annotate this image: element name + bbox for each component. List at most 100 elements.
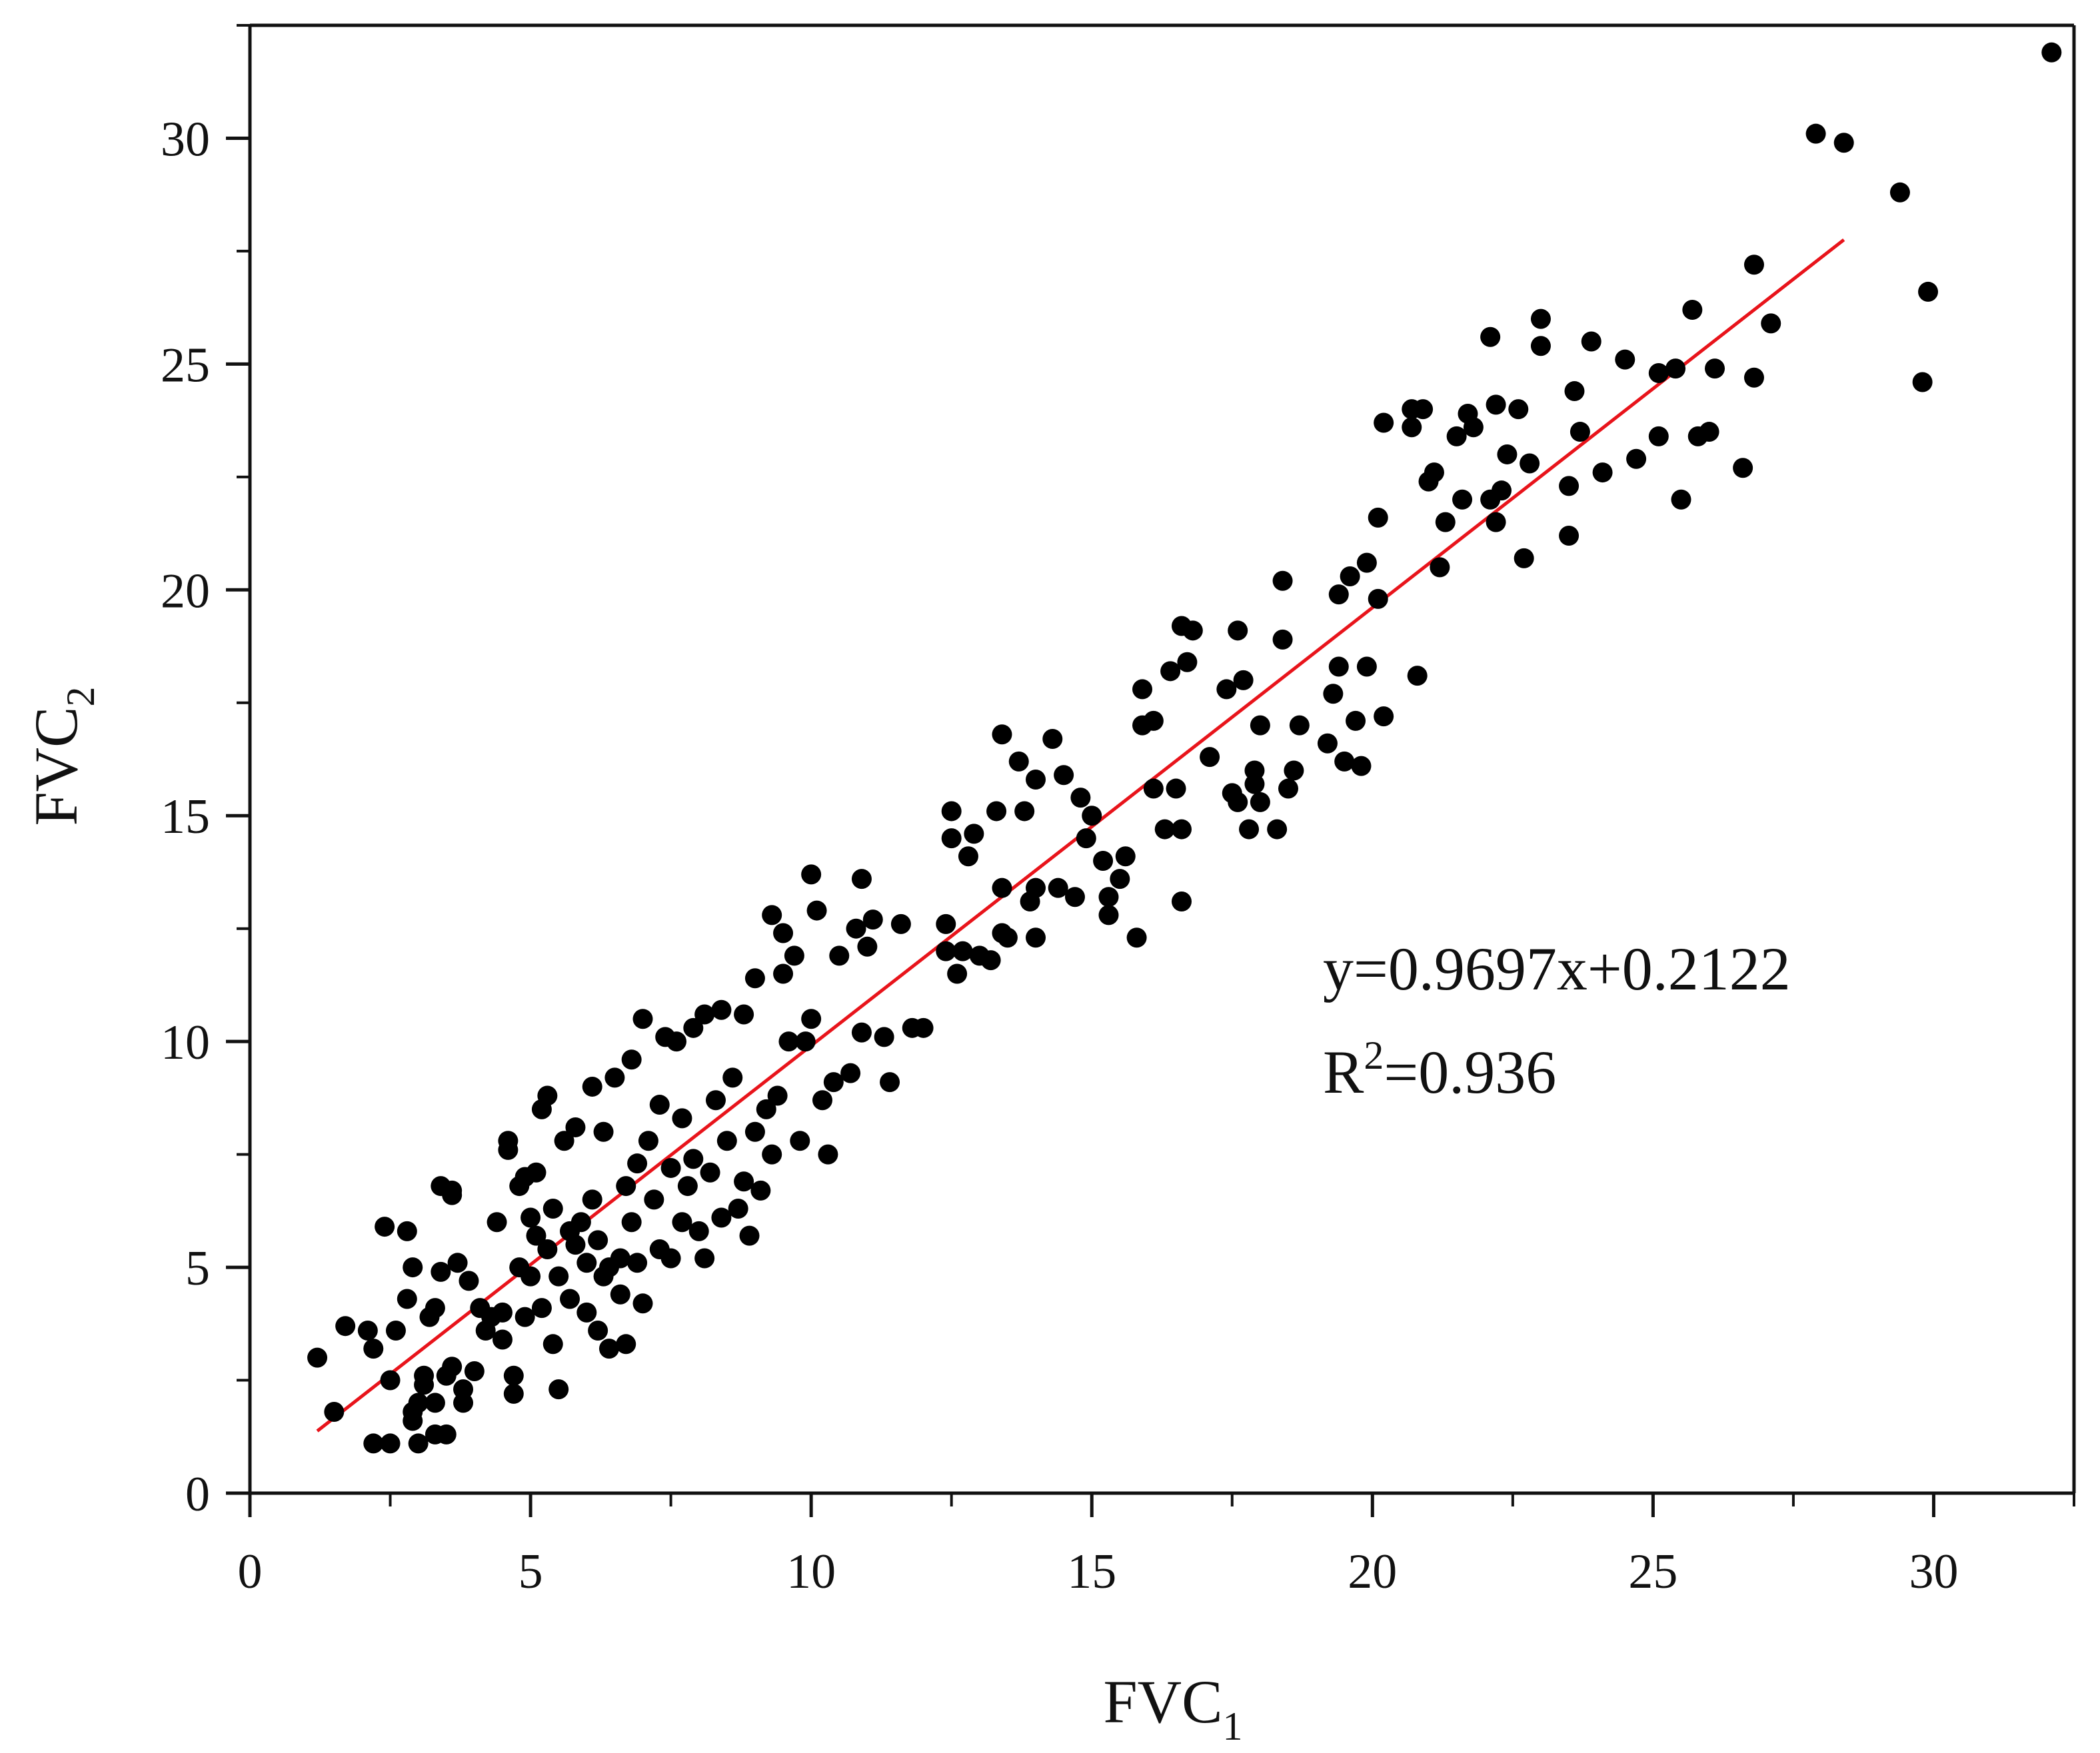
data-point bbox=[1559, 476, 1579, 496]
data-point bbox=[363, 1339, 384, 1359]
data-point bbox=[565, 1117, 586, 1137]
data-point bbox=[986, 801, 1007, 822]
data-point bbox=[632, 1009, 653, 1029]
data-point bbox=[1250, 792, 1270, 812]
data-point bbox=[464, 1361, 485, 1381]
y-tick-label: 10 bbox=[161, 1015, 210, 1070]
data-point bbox=[694, 1004, 715, 1025]
data-point bbox=[487, 1212, 507, 1233]
data-point bbox=[1463, 417, 1484, 438]
data-point bbox=[688, 1221, 709, 1241]
data-point bbox=[1743, 367, 1764, 388]
data-point bbox=[728, 1198, 748, 1219]
data-point bbox=[1435, 512, 1456, 532]
data-point bbox=[521, 1266, 541, 1287]
x-tick-label: 0 bbox=[238, 1544, 263, 1599]
data-point bbox=[1143, 778, 1164, 799]
data-point bbox=[521, 1207, 541, 1228]
data-point bbox=[952, 941, 973, 961]
data-point bbox=[1497, 444, 1518, 464]
data-point bbox=[431, 1261, 451, 1282]
data-point bbox=[638, 1131, 658, 1151]
data-point bbox=[1682, 300, 1703, 320]
data-point bbox=[1356, 656, 1377, 677]
data-point bbox=[941, 828, 962, 849]
data-point bbox=[823, 1072, 844, 1093]
data-point bbox=[762, 905, 782, 925]
data-point bbox=[1430, 557, 1450, 578]
data-point bbox=[846, 918, 866, 939]
data-point bbox=[375, 1217, 395, 1237]
data-point bbox=[941, 801, 962, 822]
data-point bbox=[1054, 765, 1074, 786]
r-squared-prefix: R bbox=[1323, 1038, 1364, 1106]
data-point bbox=[801, 1009, 822, 1029]
data-point bbox=[1110, 869, 1130, 889]
data-point bbox=[1171, 891, 1192, 912]
data-point bbox=[363, 1433, 384, 1454]
data-point bbox=[442, 1357, 463, 1377]
data-point bbox=[958, 846, 978, 867]
data-point bbox=[773, 923, 794, 943]
data-point bbox=[1530, 308, 1551, 329]
x-tick-label: 10 bbox=[786, 1544, 836, 1599]
data-point bbox=[1368, 588, 1388, 609]
data-point bbox=[403, 1411, 423, 1431]
data-point bbox=[880, 1072, 900, 1093]
r-squared-superscript: 2 bbox=[1364, 1033, 1384, 1077]
data-point bbox=[616, 1334, 636, 1355]
data-point bbox=[1413, 399, 1434, 420]
regression-equation: y=0.9697x+0.2122 bbox=[1323, 935, 1791, 1003]
points-group bbox=[307, 42, 2062, 1454]
data-point bbox=[1166, 778, 1186, 799]
y-tick-label: 30 bbox=[161, 112, 210, 167]
data-point bbox=[1228, 620, 1248, 641]
data-point bbox=[1082, 806, 1102, 826]
data-point bbox=[1570, 422, 1590, 442]
y-tick-label: 0 bbox=[185, 1467, 210, 1522]
data-point bbox=[683, 1149, 704, 1169]
data-point bbox=[874, 1027, 894, 1047]
data-point bbox=[1581, 331, 1601, 352]
data-point bbox=[526, 1162, 546, 1183]
data-point bbox=[1374, 706, 1394, 727]
data-point bbox=[537, 1085, 558, 1106]
data-point bbox=[1424, 462, 1444, 483]
data-point bbox=[644, 1189, 664, 1210]
data-point bbox=[1665, 358, 1686, 379]
data-point bbox=[610, 1284, 630, 1305]
data-point bbox=[1480, 326, 1501, 347]
data-point bbox=[660, 1248, 681, 1269]
data-point bbox=[588, 1230, 608, 1251]
y-tick-label: 25 bbox=[161, 338, 210, 392]
data-point bbox=[851, 869, 872, 889]
data-point bbox=[1351, 756, 1372, 776]
data-point bbox=[593, 1121, 614, 1142]
data-point bbox=[683, 1017, 704, 1038]
data-point bbox=[1070, 788, 1091, 808]
data-point bbox=[812, 1090, 832, 1111]
data-point bbox=[1132, 679, 1153, 700]
x-axis-label-subscript: 1 bbox=[1222, 1704, 1242, 1748]
data-point bbox=[1026, 877, 1046, 898]
data-point bbox=[1833, 133, 1854, 153]
data-point bbox=[1671, 489, 1691, 510]
data-point bbox=[1912, 372, 1933, 392]
r-squared-annotation: R2=0.936 bbox=[1323, 1033, 1556, 1106]
data-point bbox=[744, 968, 765, 989]
data-point bbox=[576, 1253, 597, 1273]
data-point bbox=[1171, 819, 1192, 840]
data-point bbox=[1705, 358, 1725, 379]
data-point bbox=[408, 1433, 429, 1454]
data-point bbox=[1492, 480, 1512, 501]
data-point bbox=[1508, 399, 1529, 420]
data-point bbox=[542, 1198, 563, 1219]
data-point bbox=[2041, 42, 2062, 63]
data-point bbox=[1115, 846, 1136, 867]
data-point bbox=[672, 1212, 692, 1233]
data-point bbox=[1699, 422, 1719, 442]
data-point bbox=[621, 1212, 642, 1233]
data-point bbox=[744, 1121, 765, 1142]
x-tick-label: 25 bbox=[1628, 1544, 1677, 1599]
